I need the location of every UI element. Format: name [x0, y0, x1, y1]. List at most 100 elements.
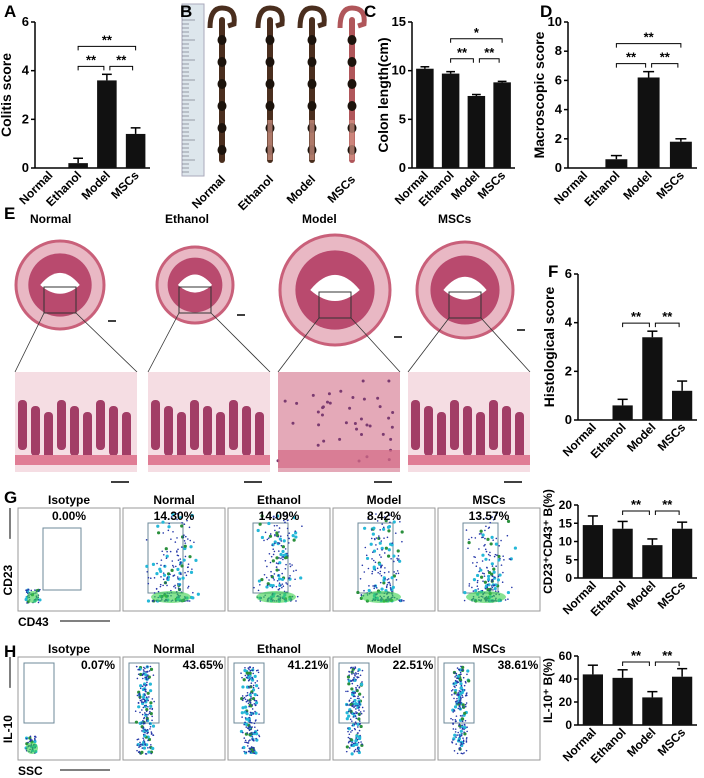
- event-dot: [144, 676, 146, 679]
- event-dot: [356, 676, 358, 678]
- event-dot: [375, 544, 377, 546]
- event-dot: [143, 704, 146, 707]
- event-dot: [33, 739, 37, 744]
- event-dot: [161, 520, 165, 524]
- event-dot: [254, 699, 256, 702]
- event-dot: [491, 578, 494, 581]
- event-dot: [460, 742, 462, 744]
- event-dot: [184, 555, 187, 558]
- event-dot: [351, 741, 353, 744]
- colon-cecum: [297, 5, 327, 29]
- event-dot: [245, 710, 248, 713]
- event-dot: [282, 539, 286, 543]
- event-dot: [461, 703, 465, 707]
- crypt: [242, 406, 251, 456]
- event-dot: [279, 552, 283, 557]
- event-dot: [451, 718, 454, 721]
- event-dot: [455, 715, 458, 717]
- event-dot: [393, 571, 395, 573]
- x-tick-label: Model: [79, 168, 113, 202]
- event-dot: [257, 687, 260, 689]
- event-dot: [142, 677, 144, 680]
- event-dot: [257, 671, 260, 674]
- event-dot: [278, 583, 282, 588]
- colon-content: [217, 79, 227, 89]
- event-dot: [357, 672, 359, 675]
- bar-model: [467, 95, 486, 168]
- event-dot: [272, 577, 275, 579]
- event-dot: [250, 696, 252, 698]
- event-dot: [462, 737, 464, 739]
- event-dot: [242, 731, 244, 734]
- event-dot: [147, 747, 149, 749]
- event-dot: [183, 544, 187, 548]
- event-dot: [143, 721, 145, 724]
- event-dot: [453, 697, 455, 700]
- event-dot: [247, 702, 250, 705]
- event-dot: [264, 531, 267, 534]
- event-dot: [476, 561, 478, 564]
- event-dot: [358, 702, 361, 704]
- zoom-box: [448, 291, 482, 319]
- event-dot: [271, 559, 275, 563]
- histology: [14, 233, 531, 483]
- event-dot: [359, 711, 362, 713]
- event-dot: [360, 594, 363, 596]
- y-axis-label: Colon length(cm): [375, 37, 391, 152]
- y-tick-label: 10: [548, 14, 562, 29]
- crypt: [177, 412, 186, 462]
- event-dot: [188, 600, 191, 602]
- infiltrate: [295, 401, 299, 405]
- event-dot: [506, 519, 511, 523]
- event-dot: [143, 712, 146, 714]
- event-dot: [346, 703, 348, 706]
- event-dot: [462, 676, 465, 679]
- event-dot: [352, 700, 355, 703]
- event-dot: [456, 697, 458, 700]
- event-dot: [176, 551, 178, 553]
- event-dot: [270, 570, 272, 573]
- event-dot: [361, 706, 364, 709]
- event-dot: [180, 546, 183, 548]
- crypt: [109, 406, 118, 456]
- event-dot: [268, 534, 273, 538]
- event-dot: [355, 708, 357, 710]
- y-tick-label: 2: [555, 131, 562, 146]
- event-dot: [162, 584, 164, 587]
- event-dot: [258, 734, 260, 737]
- event-dot: [160, 576, 162, 578]
- y-tick-label: 10: [392, 63, 406, 78]
- event-dot: [356, 684, 359, 687]
- event-dot: [136, 677, 139, 680]
- event-dot: [367, 518, 369, 520]
- event-dot: [289, 574, 291, 577]
- magnified-section: [276, 372, 400, 472]
- event-dot: [144, 722, 146, 725]
- zoom-box: [43, 286, 77, 314]
- event-dot: [248, 729, 251, 732]
- event-dot: [470, 536, 473, 539]
- event-dot: [362, 696, 365, 698]
- event-dot: [139, 699, 142, 702]
- colon-photos: [181, 3, 367, 177]
- event-dot: [137, 702, 140, 704]
- bar-model: [637, 77, 660, 168]
- event-dot: [474, 537, 477, 539]
- event-dot: [472, 590, 475, 592]
- event-dot: [245, 671, 249, 675]
- event-dot: [355, 678, 357, 681]
- infiltrate: [390, 425, 394, 429]
- event-dot: [241, 747, 244, 749]
- y-axis-label: Histological score: [541, 286, 557, 407]
- magnified-section: [408, 372, 530, 472]
- flow-percent: 8.42%: [367, 509, 401, 523]
- event-dot: [452, 728, 455, 730]
- bar-mscs: [125, 133, 146, 168]
- event-dot: [346, 675, 351, 679]
- event-dot: [296, 595, 299, 598]
- event-dot: [494, 553, 497, 556]
- event-dot: [456, 702, 458, 705]
- significance-bracket: [109, 65, 134, 71]
- crypt: [437, 412, 446, 462]
- event-dot: [135, 665, 138, 668]
